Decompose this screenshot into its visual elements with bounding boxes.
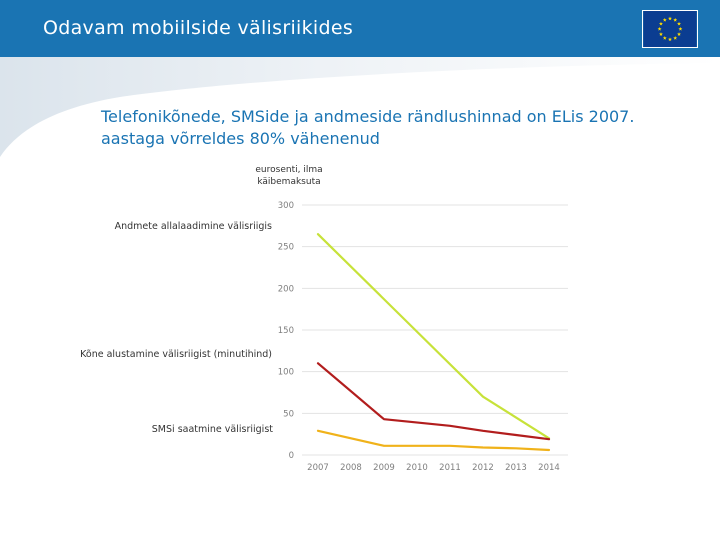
series-label-call-origination: Kõne alustamine välisriigist (minutihind… — [80, 349, 272, 360]
eu-star — [673, 17, 678, 22]
series-label-sms-sending: SMSi saatmine välisriigist — [152, 424, 273, 435]
eu-star — [673, 35, 678, 40]
eu-star — [658, 21, 663, 26]
x-tick-label: 2008 — [340, 463, 362, 473]
unit-label-line-1: eurosenti, ilma — [255, 165, 322, 175]
x-tick-label: 2012 — [472, 463, 494, 473]
x-tick-label: 2010 — [406, 463, 428, 473]
chart-gridlines — [302, 204, 568, 456]
eu-star — [678, 26, 683, 31]
eu-star — [677, 21, 682, 26]
series-line-0 — [316, 233, 551, 440]
eu-star — [662, 35, 667, 40]
chart-series-lines — [316, 233, 551, 452]
x-tick-label: 2014 — [538, 463, 560, 473]
x-tick-label: 2007 — [307, 463, 329, 473]
series-line-1 — [316, 362, 551, 441]
y-tick-label: 100 — [278, 368, 294, 378]
y-axis-ticks: 0 50 100 150 200 250 300 — [278, 201, 294, 461]
slide-title: Odavam mobiilside välisriikides — [43, 17, 354, 39]
series-line-2 — [316, 429, 551, 452]
y-tick-label: 150 — [278, 326, 294, 336]
eu-star — [662, 17, 667, 22]
y-tick-label: 200 — [278, 284, 294, 294]
y-tick-label: 300 — [278, 201, 294, 211]
header-bar: Odavam mobiilside välisriikides — [0, 0, 720, 57]
x-tick-label: 2011 — [439, 463, 461, 473]
eu-star — [657, 26, 662, 31]
headline-text: Telefonikõnede, SMSide ja andmeside ränd… — [101, 107, 635, 148]
x-axis-ticks: 2007 2008 2009 2010 2011 2012 2013 2014 — [307, 463, 560, 473]
x-tick-label: 2009 — [373, 463, 395, 473]
decorative-swoosh — [0, 57, 720, 157]
eu-flag-icon — [642, 10, 698, 48]
unit-label-line-2: käibemaksuta — [257, 177, 320, 187]
eu-star — [668, 16, 672, 21]
y-tick-label: 0 — [289, 451, 294, 461]
eu-star — [677, 32, 682, 36]
x-tick-label: 2013 — [505, 463, 527, 473]
eu-star — [668, 37, 672, 42]
y-tick-label: 250 — [278, 243, 294, 253]
y-tick-label: 50 — [283, 409, 294, 419]
eu-star — [658, 32, 663, 36]
series-label-data-download: Andmete allalaadimine välisriigis — [115, 221, 272, 232]
